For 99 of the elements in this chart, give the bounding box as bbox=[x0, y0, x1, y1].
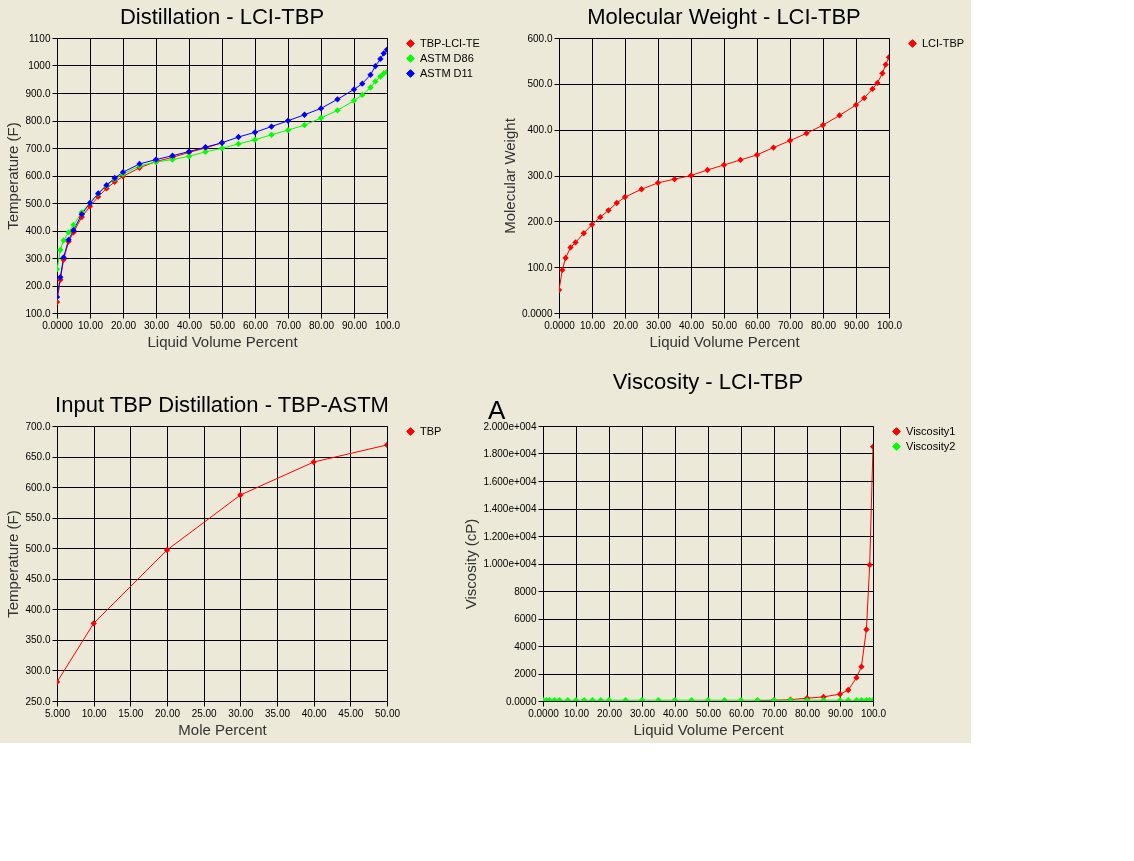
y-tick-label: 200.0 bbox=[527, 215, 553, 227]
x-tick-label: 70.00 bbox=[777, 319, 804, 331]
y-tick-label: 700.0 bbox=[25, 142, 51, 154]
x-tick-label: 100.0 bbox=[860, 707, 887, 719]
x-tick-label: 90.00 bbox=[341, 319, 368, 331]
y-tick-label: 550.0 bbox=[25, 512, 51, 524]
y-tick-label: 1.600e+004 bbox=[483, 475, 537, 487]
x-tick-label: 60.00 bbox=[242, 319, 269, 331]
y-tick-label: 650.0 bbox=[25, 451, 51, 463]
legend-label: LCI-TBP bbox=[922, 36, 965, 49]
y-tick-label: 1.400e+004 bbox=[483, 503, 537, 514]
x-tick-label: 30.00 bbox=[645, 319, 672, 331]
y-tick-label: 400.0 bbox=[25, 225, 51, 236]
legend-label: TBP bbox=[420, 424, 442, 437]
legend-label: Viscosity2 bbox=[906, 439, 956, 452]
y-axis-title: Molecular Weight bbox=[500, 117, 518, 234]
x-tick-label: 80.00 bbox=[810, 319, 837, 331]
x-tick-label: 5.000 bbox=[44, 707, 71, 719]
y-tick-label: 800.0 bbox=[25, 115, 51, 126]
y-tick-label: 200.0 bbox=[25, 280, 51, 291]
x-tick-label: 30.00 bbox=[228, 707, 254, 719]
legend-label: ASTM D11 bbox=[420, 66, 473, 79]
y-tick-label: 400.0 bbox=[25, 603, 51, 615]
x-axis-title: Liquid Volume Percent bbox=[633, 720, 785, 738]
y-axis-title: Viscosity (cP) bbox=[462, 518, 480, 610]
x-tick-label: 0.0000 bbox=[42, 319, 74, 331]
legend-label: ASTM D86 bbox=[420, 51, 474, 64]
chart-title: Molecular Weight - LCI-TBP bbox=[587, 4, 861, 29]
legend-label: TBP-LCI-TE bbox=[420, 36, 480, 49]
y-axis-title: Temperature (F) bbox=[4, 122, 22, 230]
x-tick-label: 60.00 bbox=[744, 319, 771, 331]
x-tick-label: 10.00 bbox=[563, 707, 590, 719]
y-tick-label: 100.0 bbox=[527, 261, 553, 273]
x-tick-label: 40.00 bbox=[662, 707, 689, 719]
x-tick-label: 40.00 bbox=[678, 319, 705, 331]
x-tick-label: 80.00 bbox=[794, 707, 821, 719]
x-axis-title: Mole Percent bbox=[178, 720, 268, 738]
chart-title: Distillation - LCI-TBP bbox=[119, 4, 325, 29]
y-tick-label: 700.0 bbox=[25, 420, 51, 432]
y-axis-title: Temperature (F) bbox=[4, 510, 22, 618]
y-tick-label: 600.0 bbox=[25, 170, 51, 181]
x-tick-label: 100.0 bbox=[374, 319, 401, 331]
y-tick-label: 350.0 bbox=[25, 634, 51, 646]
chart-title: Viscosity - LCI-TBP bbox=[612, 369, 804, 394]
x-tick-label: 80.00 bbox=[308, 319, 335, 331]
chart-title: Input TBP Distillation - TBP-ASTM bbox=[55, 392, 389, 417]
x-tick-label: 70.00 bbox=[761, 707, 788, 719]
x-tick-label: 10.00 bbox=[81, 707, 108, 719]
y-tick-label: 100.0 bbox=[25, 307, 51, 319]
x-tick-label: 60.00 bbox=[728, 707, 755, 719]
y-tick-label: 300.0 bbox=[527, 170, 553, 181]
x-tick-label: 35.00 bbox=[264, 707, 291, 719]
x-tick-label: 10.00 bbox=[77, 319, 104, 331]
x-tick-label: 15.00 bbox=[118, 707, 144, 719]
legend-label: Viscosity1 bbox=[906, 424, 956, 437]
y-tick-label: 4000 bbox=[514, 640, 537, 652]
x-tick-label: 20.00 bbox=[110, 319, 137, 331]
x-tick-label: 20.00 bbox=[154, 707, 181, 719]
y-tick-label: 500.0 bbox=[25, 542, 51, 554]
x-tick-label: 30.00 bbox=[143, 319, 170, 331]
x-tick-label: 20.00 bbox=[596, 707, 623, 719]
x-tick-label: 50.00 bbox=[711, 319, 738, 331]
y-tick-label: 300.0 bbox=[25, 252, 51, 264]
x-tick-label: 0.0000 bbox=[544, 319, 576, 331]
y-tick-label: 300.0 bbox=[25, 664, 51, 676]
y-tick-label: 1.200e+004 bbox=[483, 530, 537, 542]
x-tick-label: 50.00 bbox=[209, 319, 236, 331]
x-axis-title: Liquid Volume Percent bbox=[649, 332, 801, 350]
y-tick-label: 600.0 bbox=[25, 481, 51, 493]
x-tick-label: 70.00 bbox=[275, 319, 302, 331]
y-tick-label: 900.0 bbox=[25, 87, 51, 99]
y-tick-label: 8000 bbox=[514, 585, 537, 597]
y-tick-label: 2000 bbox=[514, 668, 537, 679]
x-tick-label: 25.00 bbox=[191, 707, 218, 719]
x-tick-label: 40.00 bbox=[176, 319, 203, 331]
y-tick-label: 250.0 bbox=[25, 695, 51, 707]
y-tick-label: 1.000e+004 bbox=[483, 558, 537, 569]
y-tick-label: 0.0000 bbox=[521, 307, 553, 319]
x-tick-label: 30.00 bbox=[629, 707, 656, 719]
y-tick-label: 500.0 bbox=[25, 197, 51, 209]
x-tick-label: 100.0 bbox=[876, 319, 903, 331]
x-tick-label: 90.00 bbox=[843, 319, 870, 331]
x-tick-label: 45.00 bbox=[338, 707, 364, 719]
y-tick-label: 1.800e+004 bbox=[483, 448, 537, 459]
y-tick-label: 450.0 bbox=[25, 573, 51, 585]
y-tick-label: 1100 bbox=[28, 32, 51, 44]
y-tick-label: 1000 bbox=[28, 60, 51, 71]
x-tick-label: 40.00 bbox=[301, 707, 328, 719]
y-tick-label: 400.0 bbox=[527, 124, 553, 136]
x-tick-label: 50.00 bbox=[695, 707, 722, 719]
x-tick-label: 90.00 bbox=[827, 707, 854, 719]
x-tick-label: 10.00 bbox=[579, 319, 606, 331]
y-tick-label: 500.0 bbox=[527, 78, 553, 90]
y-tick-label: 600.0 bbox=[527, 32, 553, 44]
x-axis-title: Liquid Volume Percent bbox=[147, 332, 299, 350]
y-tick-label: 0.0000 bbox=[505, 695, 537, 707]
x-tick-label: 50.00 bbox=[374, 707, 401, 719]
y-tick-label: 6000 bbox=[514, 613, 537, 624]
x-tick-label: 20.00 bbox=[612, 319, 639, 331]
